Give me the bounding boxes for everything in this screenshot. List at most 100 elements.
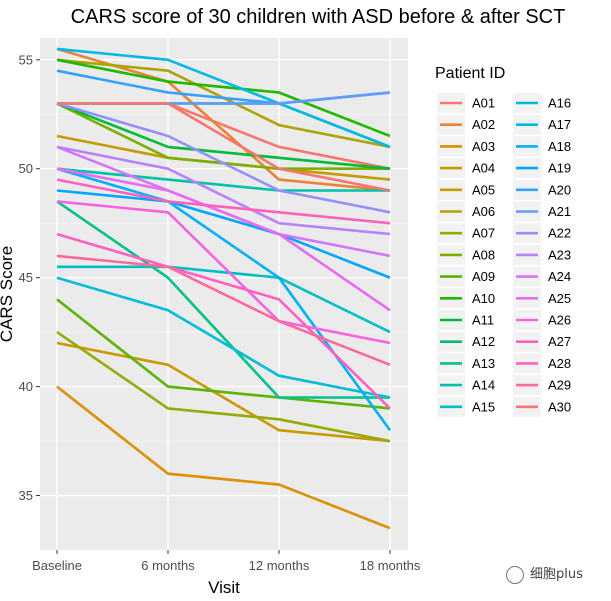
chart-title: CARS score of 30 children with ASD befor…	[71, 6, 566, 28]
legend-key-a14: A14	[437, 375, 495, 396]
series-line-a15	[57, 265, 391, 334]
series-line-a14	[56, 167, 390, 192]
legend-key-a03: A03	[437, 136, 495, 157]
legend-key-a01: A01	[437, 93, 495, 113]
series-line-a27	[56, 178, 391, 225]
legend-label: A22	[548, 226, 571, 241]
y-tick-label: 35	[19, 488, 33, 503]
legend: A01 A02 A03 A04 A05 A06 A07 A08 A09 A10 A11 A12 A13 A…	[437, 93, 571, 417]
legend-key-a23: A23	[513, 244, 571, 265]
x-tick-label: 18 months	[360, 558, 421, 573]
minor-gridlines	[40, 113, 408, 551]
x-axis-ticks: Baseline 6 months 12 months 18 months	[32, 550, 421, 573]
x-tick-label: Baseline	[32, 558, 82, 573]
legend-key-a15: A15	[437, 396, 495, 417]
legend-key-a24: A24	[513, 266, 571, 287]
legend-key-a22: A22	[513, 223, 571, 244]
watermark-text: 细胞plus	[530, 567, 583, 582]
series-line-a25	[56, 167, 391, 312]
legend-label: A20	[548, 182, 571, 197]
legend-key-a02: A02	[437, 114, 495, 135]
series-line-a16	[56, 276, 391, 399]
legend-label: A23	[548, 247, 571, 262]
legend-label: A28	[548, 356, 571, 371]
legend-key-a19: A19	[513, 158, 571, 179]
legend-label: A27	[548, 334, 571, 349]
legend-key-a30: A30	[513, 396, 571, 417]
x-tick-label: 6 months	[141, 558, 195, 573]
legend-label: A12	[472, 334, 495, 349]
y-tick-label: 50	[19, 161, 33, 176]
legend-label: A07	[472, 226, 495, 241]
legend-key-a21: A21	[513, 201, 571, 222]
legend-label: A26	[548, 313, 571, 328]
series-line-a11	[56, 102, 391, 170]
series-line-a23	[56, 145, 391, 236]
series-line-a29	[56, 254, 391, 367]
legend-key-a05: A05	[437, 179, 495, 200]
y-tick-label: 40	[19, 379, 33, 394]
legend-key-a27: A27	[513, 331, 571, 352]
legend-label: A29	[548, 378, 571, 393]
series-line-a22	[56, 102, 391, 214]
series-line-a03	[56, 385, 391, 530]
legend-label: A18	[548, 139, 571, 154]
legend-key-a29: A29	[513, 375, 571, 396]
y-axis-title: CARS Score	[0, 246, 16, 342]
legend-label: A04	[472, 161, 495, 176]
legend-label: A11	[472, 313, 494, 328]
legend-label: A16	[548, 96, 571, 111]
y-tick-label: 55	[19, 52, 33, 67]
legend-label: A30	[548, 399, 571, 414]
legend-key-a26: A26	[513, 310, 571, 330]
series-line-a13	[56, 200, 390, 399]
legend-key-a18: A18	[513, 136, 571, 157]
y-tick-label: 45	[19, 270, 33, 285]
wechat-logo-icon	[506, 565, 524, 584]
legend-key-a08: A08	[437, 244, 495, 265]
legend-label: A10	[472, 291, 495, 306]
series-line-a28	[56, 232, 391, 410]
legend-label: A06	[472, 204, 495, 219]
legend-label: A21	[548, 204, 571, 219]
legend-label: A17	[548, 117, 571, 132]
series-line-a04	[56, 341, 391, 443]
legend-key-a09: A09	[437, 266, 495, 287]
legend-title: Patient ID	[435, 65, 505, 82]
legend-label: A24	[548, 269, 571, 284]
series-lines	[56, 47, 392, 530]
y-axis-ticks: 35 40 45 50 55	[19, 52, 40, 503]
legend-key-a25: A25	[513, 288, 571, 309]
legend-key-a13: A13	[437, 353, 495, 374]
series-line-a09	[56, 298, 391, 410]
legend-label: A19	[548, 161, 571, 176]
legend-key-a28: A28	[513, 353, 571, 374]
legend-key-a16: A16	[513, 93, 571, 113]
series-line-a17	[56, 47, 391, 149]
legend-label: A05	[472, 182, 495, 197]
x-axis-title: Visit	[208, 578, 240, 597]
series-line-a19	[56, 189, 391, 279]
legend-label: A08	[472, 247, 495, 262]
legend-label: A02	[472, 117, 495, 132]
legend-label: A13	[472, 356, 495, 371]
legend-key-a06: A06	[437, 201, 495, 222]
legend-label: A25	[548, 291, 571, 306]
legend-key-a11: A11	[437, 310, 494, 330]
series-line-a07	[56, 331, 391, 443]
watermark: 细胞plus	[506, 563, 583, 584]
legend-label: A15	[472, 399, 495, 414]
major-gridlines	[40, 38, 408, 550]
series-line-a30	[57, 102, 391, 192]
legend-key-a10: A10	[437, 288, 495, 309]
legend-label: A14	[472, 378, 495, 393]
legend-label: A01	[472, 96, 495, 111]
series-line-a26	[56, 200, 391, 345]
legend-key-a04: A04	[437, 158, 495, 179]
legend-key-a12: A12	[437, 331, 495, 352]
series-line-a10	[56, 58, 391, 138]
legend-label: A03	[472, 139, 495, 154]
legend-key-a20: A20	[513, 179, 571, 200]
legend-label: A09	[472, 269, 495, 284]
